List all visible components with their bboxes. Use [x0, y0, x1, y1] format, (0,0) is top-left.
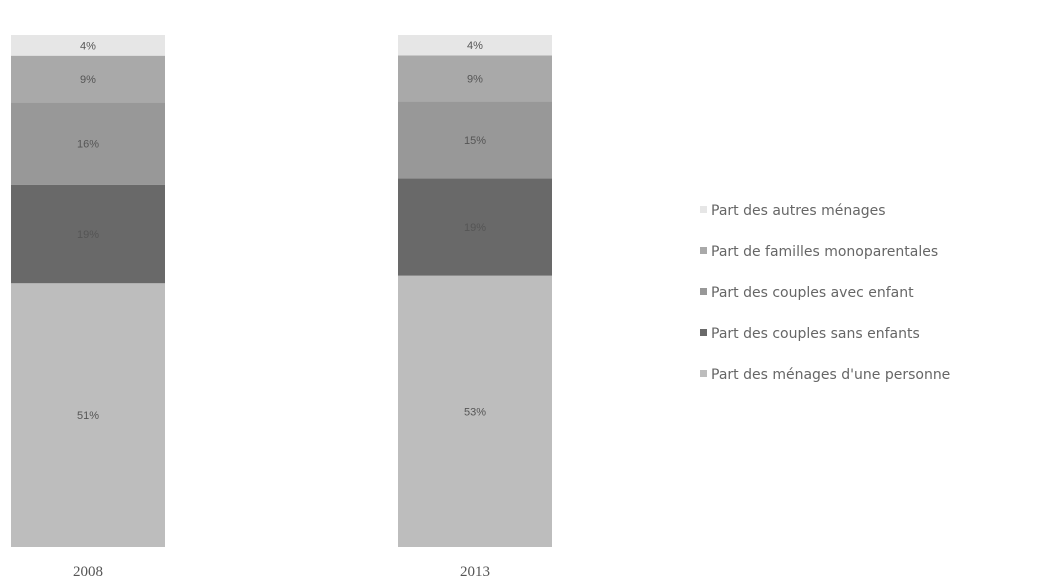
data-label-2008-2: 16% — [77, 139, 99, 151]
bar-segment-2013-1 — [398, 178, 552, 276]
category-label-2008: 2008 — [73, 564, 103, 580]
legend-item-4: Part des ménages d'une personne — [711, 367, 950, 383]
data-label-2008-1: 19% — [77, 229, 99, 241]
bar-segment-2008-3 — [11, 55, 165, 103]
legend-swatch-3 — [700, 329, 707, 336]
bar-segment-2008-0 — [11, 283, 165, 547]
bar-segment-2013-0 — [398, 275, 552, 547]
legend-item-1: Part de familles monoparentales — [711, 244, 938, 260]
legend-swatch-4 — [700, 370, 707, 377]
data-label-2008-4: 4% — [80, 40, 96, 52]
legend-item-3: Part des couples sans enfants — [711, 326, 920, 342]
bar-segment-2008-4 — [11, 35, 165, 56]
legend-swatch-1 — [700, 247, 707, 254]
legend-swatch-2 — [700, 288, 707, 295]
category-label-2013: 2013 — [460, 564, 490, 580]
bar-segment-2013-2 — [398, 101, 552, 179]
legend-item-0: Part des autres ménages — [711, 203, 886, 219]
data-label-2013-4: 4% — [467, 40, 483, 52]
data-label-2008-3: 9% — [80, 74, 96, 86]
data-label-2013-2: 15% — [464, 135, 486, 147]
bar-segment-2008-2 — [11, 102, 165, 185]
bar-segment-2008-1 — [11, 184, 165, 284]
legend-item-2: Part des couples avec enfant — [711, 285, 914, 301]
data-label-2013-3: 9% — [467, 74, 483, 86]
bar-segment-2013-4 — [398, 35, 552, 56]
data-label-2013-1: 19% — [464, 222, 486, 234]
bar-segment-2013-3 — [398, 55, 552, 102]
data-label-2013-0: 53% — [464, 406, 486, 418]
data-label-2008-0: 51% — [77, 410, 99, 422]
legend-swatch-0 — [700, 206, 707, 213]
